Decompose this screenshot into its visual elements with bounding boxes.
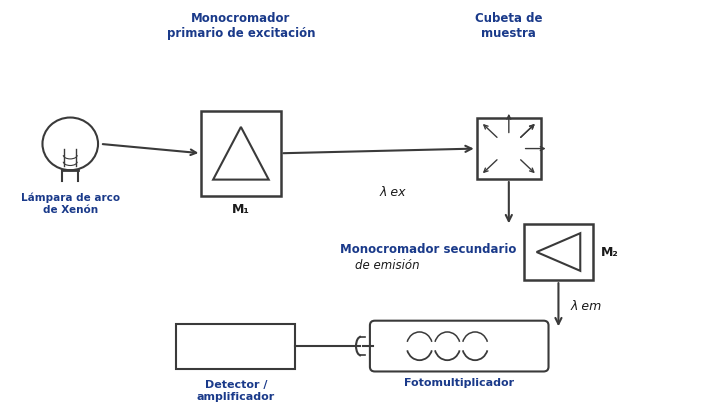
Text: Lámpara de arco
de Xenón: Lámpara de arco de Xenón <box>21 193 120 215</box>
Bar <box>523 224 593 280</box>
Bar <box>201 111 280 196</box>
Text: λ em: λ em <box>570 300 602 313</box>
Text: M₁: M₁ <box>232 203 250 216</box>
Bar <box>477 118 541 179</box>
Text: de emisión: de emisión <box>355 259 419 272</box>
Text: Fotomultiplicador: Fotomultiplicador <box>404 378 514 388</box>
Text: λ ex: λ ex <box>380 186 407 199</box>
Text: Monocromador
primario de excitación: Monocromador primario de excitación <box>166 12 315 40</box>
Text: Cubeta de
muestra: Cubeta de muestra <box>475 12 543 40</box>
Text: M₂: M₂ <box>601 245 619 258</box>
Text: Detector /
amplificador: Detector / amplificador <box>197 380 275 401</box>
Bar <box>176 324 295 369</box>
Text: Monocromador secundario: Monocromador secundario <box>340 243 516 256</box>
